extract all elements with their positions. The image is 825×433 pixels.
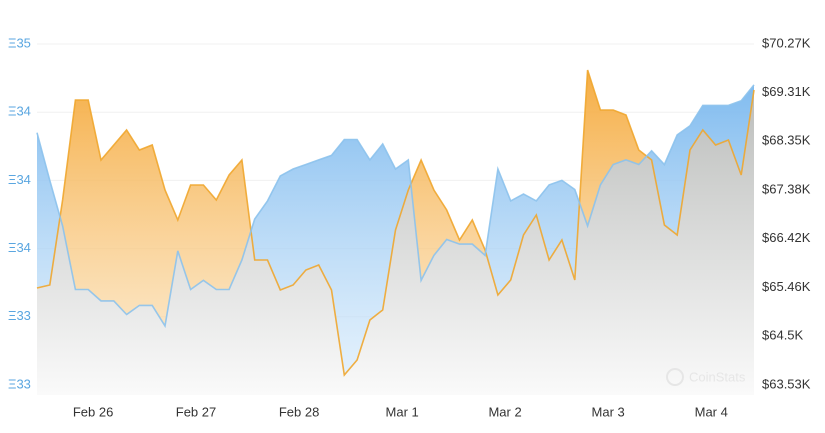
y2-tick-label: $65.46K bbox=[762, 279, 811, 294]
y-tick-label: Ξ33 bbox=[8, 376, 31, 391]
y2-tick-label: $70.27K bbox=[762, 35, 811, 50]
line bbox=[36, 69, 755, 377]
y2-tick-label: $64.5K bbox=[762, 327, 804, 342]
y2-tick-label: $67.38K bbox=[762, 182, 811, 197]
y-tick-label: Ξ35 bbox=[8, 35, 31, 50]
y-tick-label: Ξ34 bbox=[8, 240, 31, 255]
y-tick-label: Ξ34 bbox=[8, 104, 31, 119]
x-tick-label: Mar 1 bbox=[386, 404, 419, 419]
y2-tick-label: $63.53K bbox=[762, 376, 811, 391]
y2-tick-label: $69.31K bbox=[762, 84, 811, 99]
x-tick-label: Feb 27 bbox=[176, 404, 216, 419]
x-tick-label: Feb 28 bbox=[279, 404, 319, 419]
x-tick-label: Mar 2 bbox=[488, 404, 521, 419]
x-tick-label: Mar 3 bbox=[592, 404, 625, 419]
x-tick-label: Mar 4 bbox=[695, 404, 728, 419]
x-tick-label: Feb 26 bbox=[73, 404, 113, 419]
y-tick-label: Ξ34 bbox=[8, 172, 31, 187]
y2-tick-label: $68.35K bbox=[762, 133, 811, 148]
y2-tick-label: $66.42K bbox=[762, 230, 811, 245]
watermark: CoinStats bbox=[689, 369, 746, 384]
line bbox=[36, 84, 755, 329]
y-tick-label: Ξ33 bbox=[8, 308, 31, 323]
watermark-icon bbox=[666, 368, 684, 386]
